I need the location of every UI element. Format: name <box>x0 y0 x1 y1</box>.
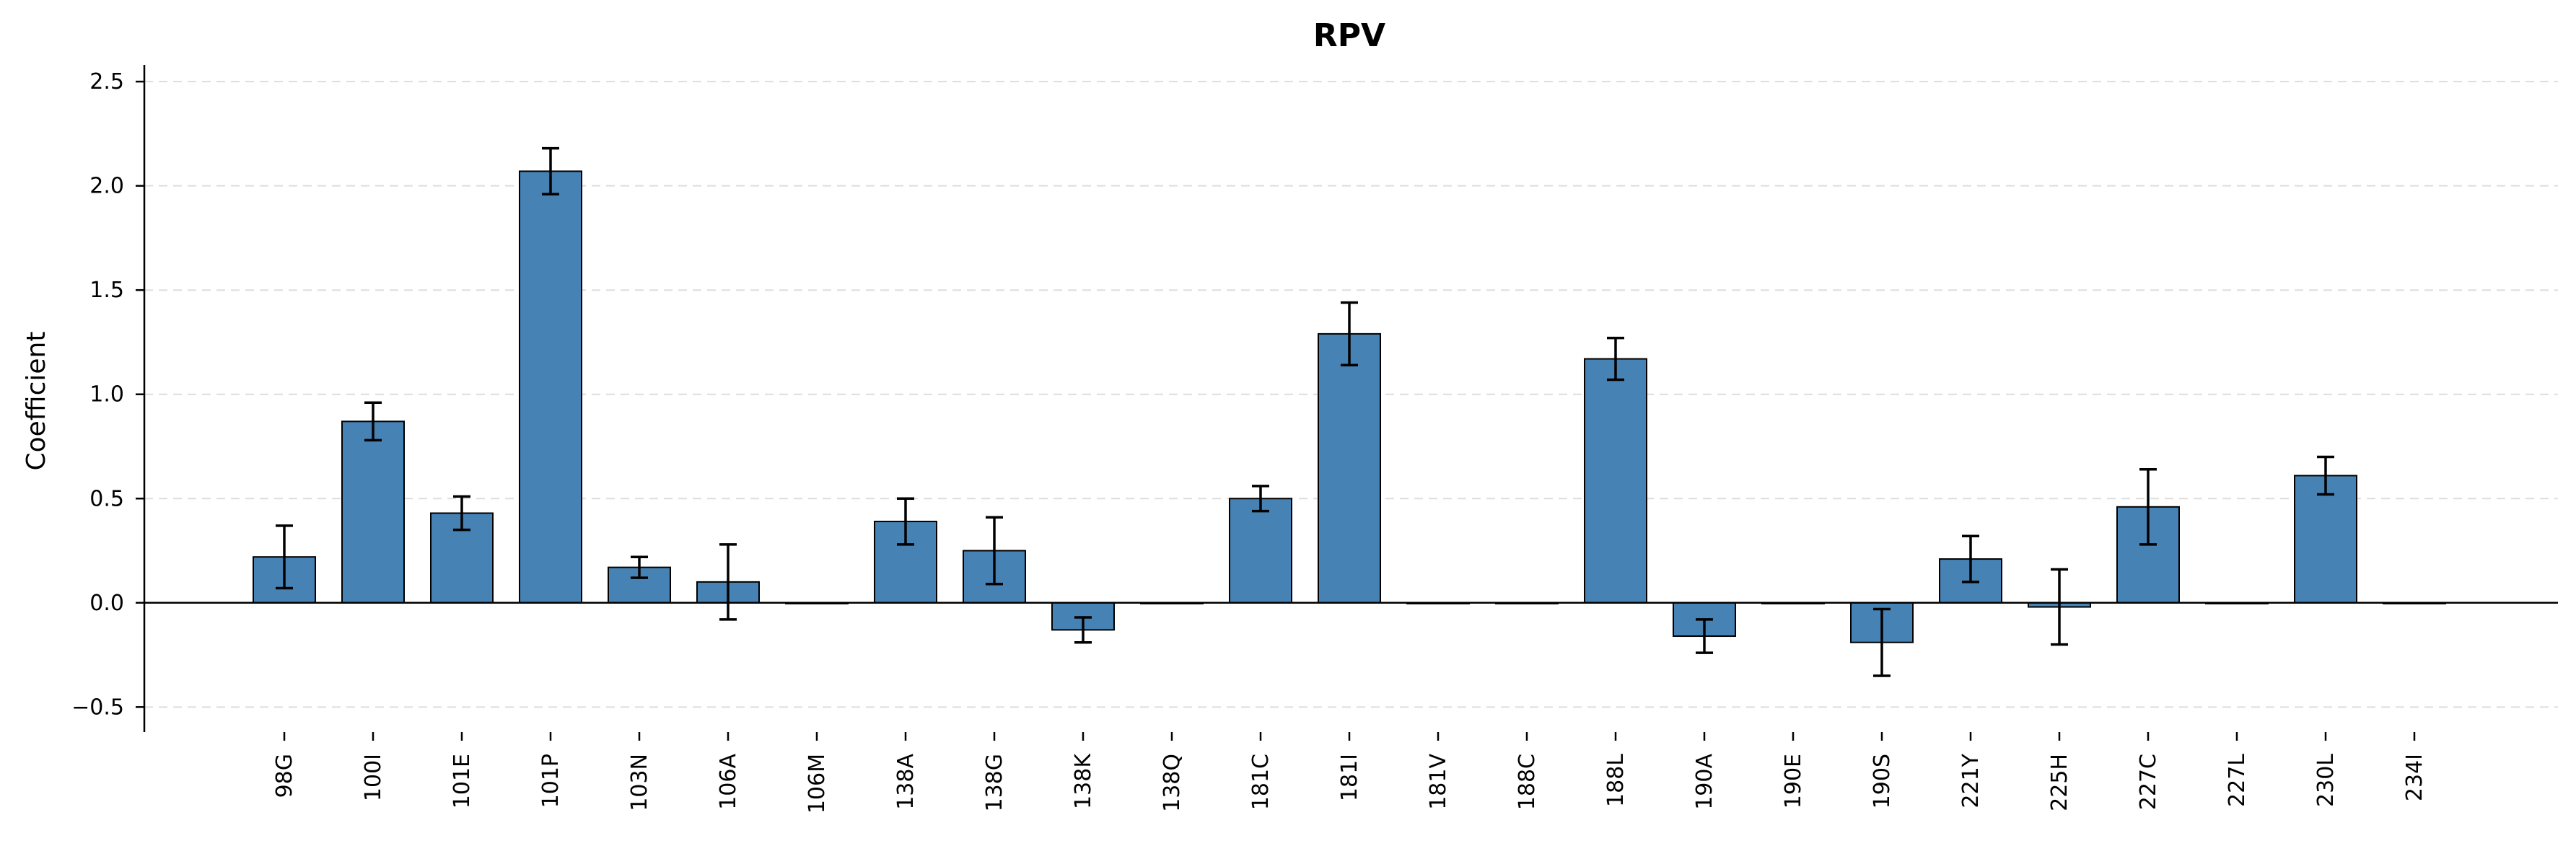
x-tick-label: 230L <box>2313 754 2339 807</box>
error-bars <box>276 146 2334 677</box>
x-tick-label: 190A <box>1692 754 1717 810</box>
x-tick-label: 138K <box>1071 753 1096 809</box>
x-tick-label: 190E <box>1781 754 1806 808</box>
bar <box>874 521 937 604</box>
x-tick-label: 100I <box>361 754 386 801</box>
y-tick-label: 1.0 <box>89 382 124 407</box>
x-tick-label: 181V <box>1426 754 1451 810</box>
y-tick-label: 0.0 <box>89 591 124 616</box>
chart-title: RPV <box>1313 17 1385 54</box>
x-tick-label: 138G <box>982 754 1007 812</box>
x-tick-label: 106M <box>805 754 830 814</box>
y-tick-label: 2.0 <box>89 174 124 199</box>
x-tick-label: 221Y <box>1958 753 1984 808</box>
x-tick-label: 106A <box>716 754 741 810</box>
x-ticks: 98G 100I 101E 101P 103N 106A 106M 138A 138G 138K 1… <box>272 732 2427 814</box>
y-tick-label: 0.5 <box>89 486 124 511</box>
x-tick-label: 138A <box>893 754 919 810</box>
x-tick-label: 234I <box>2402 754 2427 801</box>
y-axis-label: Coefficient <box>22 332 51 471</box>
x-tick-label: 227L <box>2225 754 2250 807</box>
x-tick-label: 181C <box>1248 754 1274 810</box>
x-tick-label: 103N <box>627 754 652 811</box>
y-tick-label: −0.5 <box>71 695 124 720</box>
bars <box>253 170 2446 643</box>
x-tick-label: 101E <box>450 754 475 808</box>
y-tick-label: 1.5 <box>89 278 124 303</box>
y-tick-label: 2.5 <box>89 69 124 94</box>
x-tick-label: 181I <box>1337 754 1362 801</box>
bar <box>341 420 405 604</box>
y-ticks: −0.5 0.0 0.5 1.0 1.5 2.0 2.5 <box>71 69 144 720</box>
bar <box>519 170 582 604</box>
x-tick-label: 225H <box>2047 754 2072 811</box>
bar <box>2294 475 2357 604</box>
x-tick-label: 190S <box>1870 754 1895 808</box>
x-tick-label: 98G <box>272 754 297 798</box>
axes <box>143 65 2558 732</box>
x-tick-label: 101P <box>538 754 564 808</box>
x-tick-label: 138Q <box>1160 754 1185 812</box>
x-tick-label: 188C <box>1515 754 1540 810</box>
bar <box>1584 358 1647 604</box>
bar <box>1318 332 1381 604</box>
x-tick-label: 227C <box>2136 754 2161 810</box>
bar <box>1229 498 1292 604</box>
x-tick-label: 188L <box>1603 754 1629 807</box>
